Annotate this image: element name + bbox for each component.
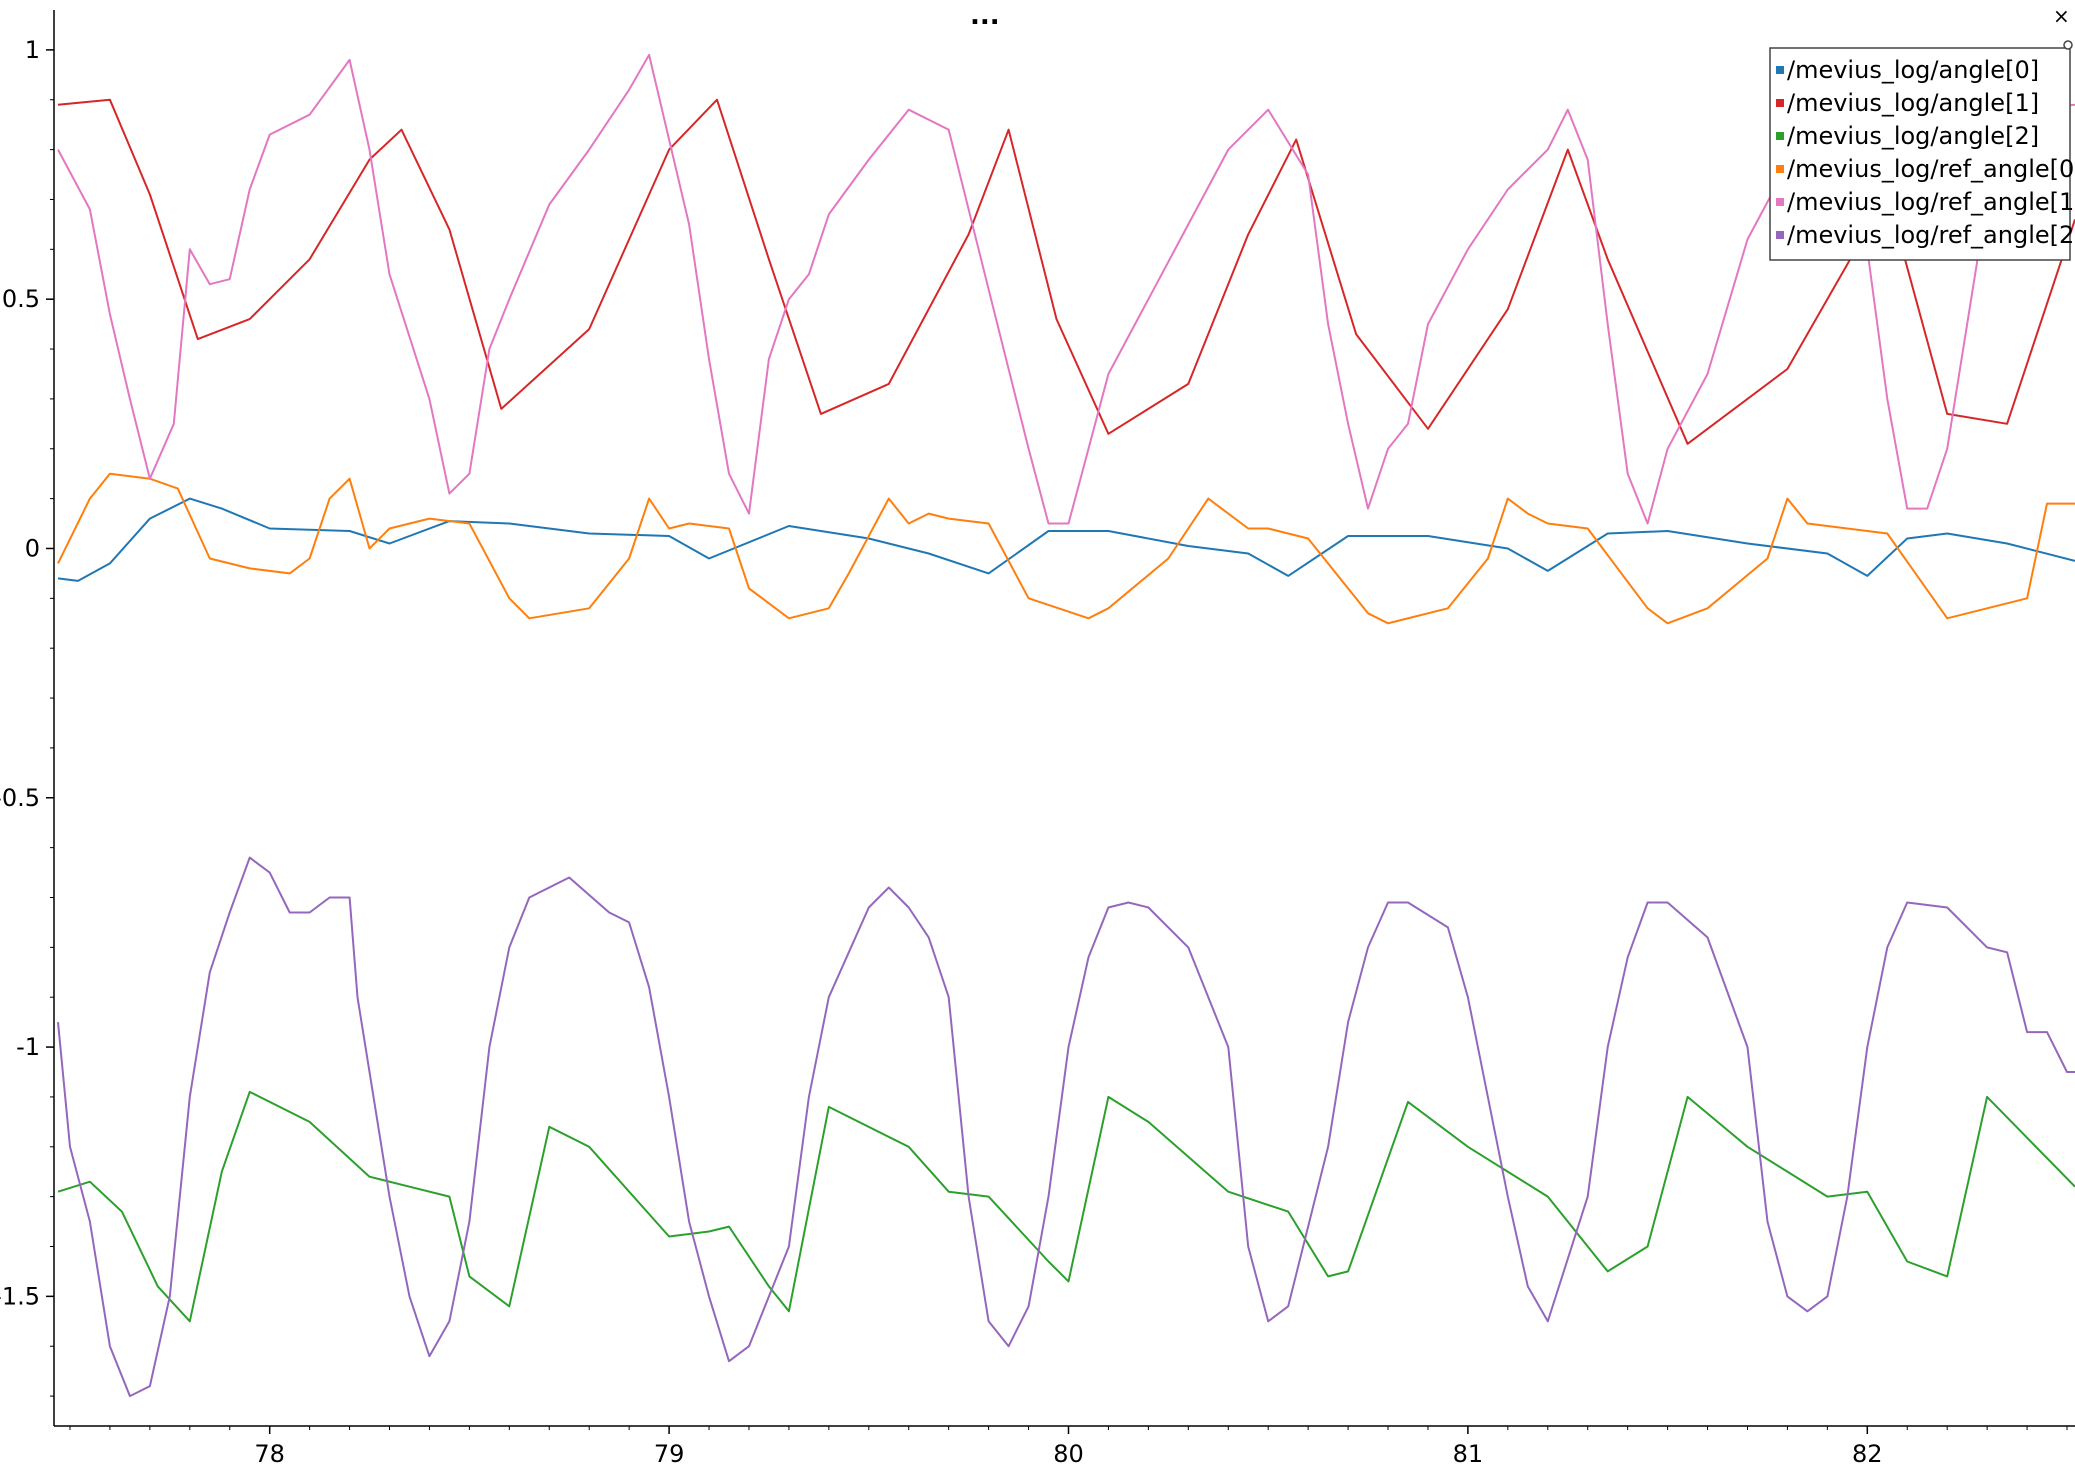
legend-entry: /mevius_log/angle[1] xyxy=(1787,89,2039,117)
series-line-4 xyxy=(57,53,2075,525)
x-tick-label: 81 xyxy=(1453,1440,1484,1468)
x-tick-label: 82 xyxy=(1852,1440,1883,1468)
legend-entry: /mevius_log/ref_angle[2] xyxy=(1787,221,2075,249)
x-tick-label: 79 xyxy=(654,1440,685,1468)
legend-swatch xyxy=(1776,198,1784,206)
legend-swatch xyxy=(1776,99,1784,107)
y-tick-label: -1 xyxy=(16,1033,40,1061)
series-line-5 xyxy=(57,856,2075,1398)
plot-menu-button[interactable]: ... xyxy=(970,1,1000,31)
chart-axes: 1 0.5 0 -0.5 -1 -1.5 78 79 80 81 82 xyxy=(0,10,2075,1468)
series-line-2 xyxy=(57,1090,2075,1323)
legend-swatch xyxy=(1776,231,1784,239)
y-tick-label: -1.5 xyxy=(0,1282,40,1310)
close-plot-button[interactable]: × xyxy=(2053,4,2070,28)
y-tick-label: 0.5 xyxy=(2,285,40,313)
legend-entry: /mevius_log/angle[2] xyxy=(1787,122,2039,150)
legend-entry: /mevius_log/angle[0] xyxy=(1787,56,2039,84)
legend-entry: /mevius_log/ref_angle[1] xyxy=(1787,188,2075,216)
legend[interactable]: /mevius_log/angle[0] /mevius_log/angle[1]… xyxy=(1769,40,2075,261)
y-tick-label: -0.5 xyxy=(0,784,40,812)
legend-swatch xyxy=(1776,66,1784,74)
series-layer xyxy=(57,53,2075,1398)
y-tick-label: 1 xyxy=(25,36,40,64)
legend-entry: /mevius_log/ref_angle[0] xyxy=(1787,155,2075,183)
series-line-1 xyxy=(57,98,2075,445)
x-tick-label: 80 xyxy=(1053,1440,1084,1468)
series-line-3 xyxy=(57,472,2075,625)
legend-resize-handle[interactable] xyxy=(2063,40,2073,50)
series-line-0 xyxy=(57,497,2075,582)
legend-swatch xyxy=(1776,165,1784,173)
y-tick-label: 0 xyxy=(25,534,40,562)
x-tick-label: 78 xyxy=(254,1440,285,1468)
legend-box xyxy=(1769,47,2071,261)
legend-swatch xyxy=(1776,132,1784,140)
